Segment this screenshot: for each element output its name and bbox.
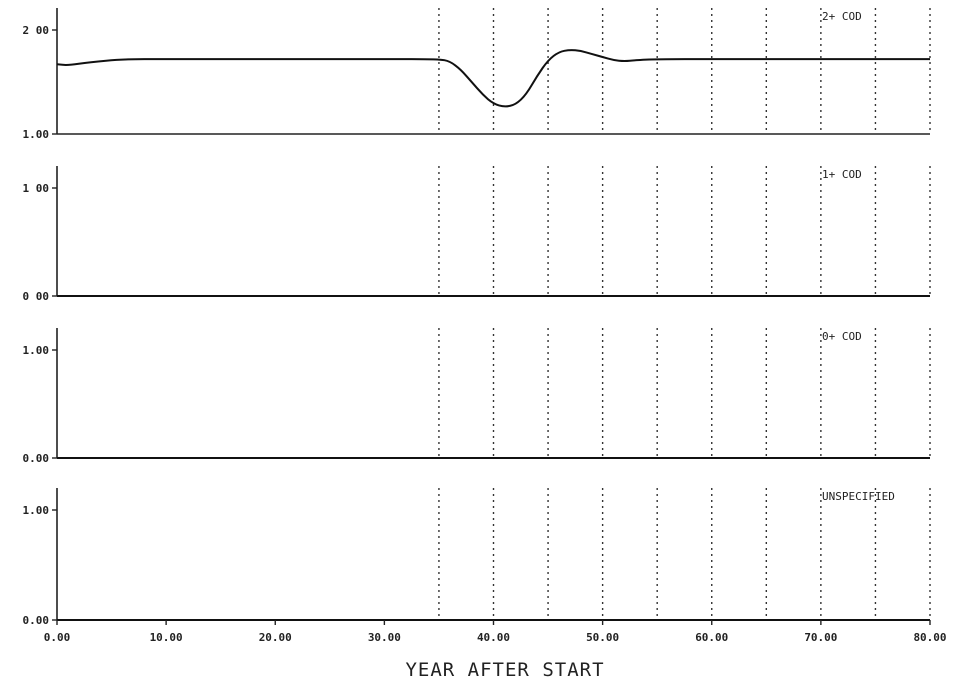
x-tick-label: 20.00 — [259, 631, 292, 644]
y-tick-label: 1.00 — [23, 344, 50, 357]
x-tick-label: 50.00 — [586, 631, 619, 644]
panel-3: 1.00 0.00 0+ COD — [23, 328, 931, 465]
x-tick-label: 30.00 — [368, 631, 401, 644]
panel-4: 1.00 0.00 UNSPECIFIED — [23, 488, 931, 627]
x-axis: 0.00 10.00 20.00 30.00 40.00 50.00 60.00 70.00 8… — [44, 620, 947, 644]
x-tick-label: 60.00 — [695, 631, 728, 644]
x-tick-label: 0.00 — [44, 631, 71, 644]
x-tick-label: 80.00 — [913, 631, 946, 644]
y-tick-label: 1.00 — [23, 128, 50, 141]
panel-label: 0+ COD — [822, 330, 862, 343]
x-tick-label: 40.00 — [477, 631, 510, 644]
panel-1: 2 00 1.00 2+ COD — [23, 8, 931, 141]
y-tick-label: 0 00 — [23, 290, 50, 303]
series-line — [56, 49, 930, 108]
panel-label: 2+ COD — [822, 10, 862, 23]
x-tick-label: 70.00 — [804, 631, 837, 644]
panel-label: 1+ COD — [822, 168, 862, 181]
panel-label: UNSPECIFIED — [822, 490, 895, 503]
x-tick-label: 10.00 — [150, 631, 183, 644]
chart-panels: 2 00 1.00 2+ COD 1 00 0 00 1+ COD 1.00 0.00 0+ C… — [23, 8, 931, 627]
panel-2: 1 00 0 00 1+ COD — [23, 166, 931, 303]
y-tick-label: 0.00 — [23, 614, 50, 627]
y-tick-label: 1 00 — [23, 182, 50, 195]
y-tick-label: 0.00 — [23, 452, 50, 465]
y-tick-label: 1.00 — [23, 504, 50, 517]
x-axis-title: YEAR AFTER START — [405, 659, 604, 681]
y-tick-label: 2 00 — [23, 24, 50, 37]
